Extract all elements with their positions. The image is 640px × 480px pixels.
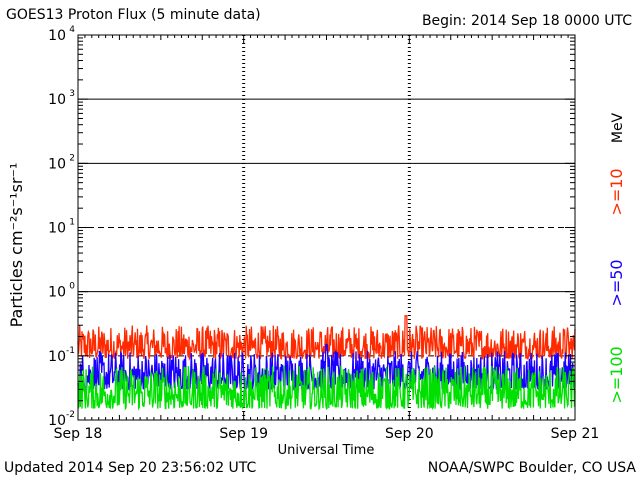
y-tick-exponent: -2 bbox=[66, 410, 75, 420]
y-tick-exponent: 4 bbox=[69, 25, 75, 35]
chart-title: GOES13 Proton Flux (5 minute data) bbox=[6, 7, 261, 23]
y-tick-exponent: -1 bbox=[66, 346, 75, 356]
updated-time: Updated 2014 Sep 20 23:56:02 UTC bbox=[4, 460, 257, 476]
legend-entry: >=10 bbox=[607, 168, 626, 215]
y-tick-label: 10 bbox=[48, 156, 66, 172]
legend-entry: >=50 bbox=[607, 259, 626, 306]
begin-time: Begin: 2014 Sep 18 0000 UTC bbox=[421, 13, 632, 29]
y-tick-label: 10 bbox=[48, 285, 66, 301]
y-tick-label: 10 bbox=[48, 221, 66, 237]
y-tick-exponent: 1 bbox=[69, 218, 75, 228]
y-tick-exponent: 2 bbox=[69, 153, 75, 163]
legend-unit: MeV bbox=[610, 112, 626, 143]
y-tick-label: 10 bbox=[48, 92, 66, 108]
x-axis-label: Universal Time bbox=[278, 443, 375, 458]
legend-entry: >=100 bbox=[607, 346, 626, 403]
x-tick-label: Sep 18 bbox=[54, 426, 103, 442]
series-line bbox=[77, 365, 576, 411]
y-tick-exponent: 3 bbox=[69, 89, 75, 99]
x-tick-label: Sep 20 bbox=[385, 426, 434, 442]
x-tick-label: Sep 21 bbox=[551, 426, 600, 442]
data-source: NOAA/SWPC Boulder, CO USA bbox=[427, 460, 636, 476]
y-axis-label: Particles cm⁻²s⁻¹sr⁻¹ bbox=[7, 163, 26, 328]
y-tick-label: 10 bbox=[48, 28, 66, 44]
y-tick-label: 10 bbox=[48, 413, 66, 429]
y-tick-exponent: 0 bbox=[69, 282, 75, 292]
y-tick-label: 10 bbox=[48, 349, 66, 365]
x-tick-label: Sep 19 bbox=[219, 426, 268, 442]
series-line bbox=[77, 315, 576, 362]
